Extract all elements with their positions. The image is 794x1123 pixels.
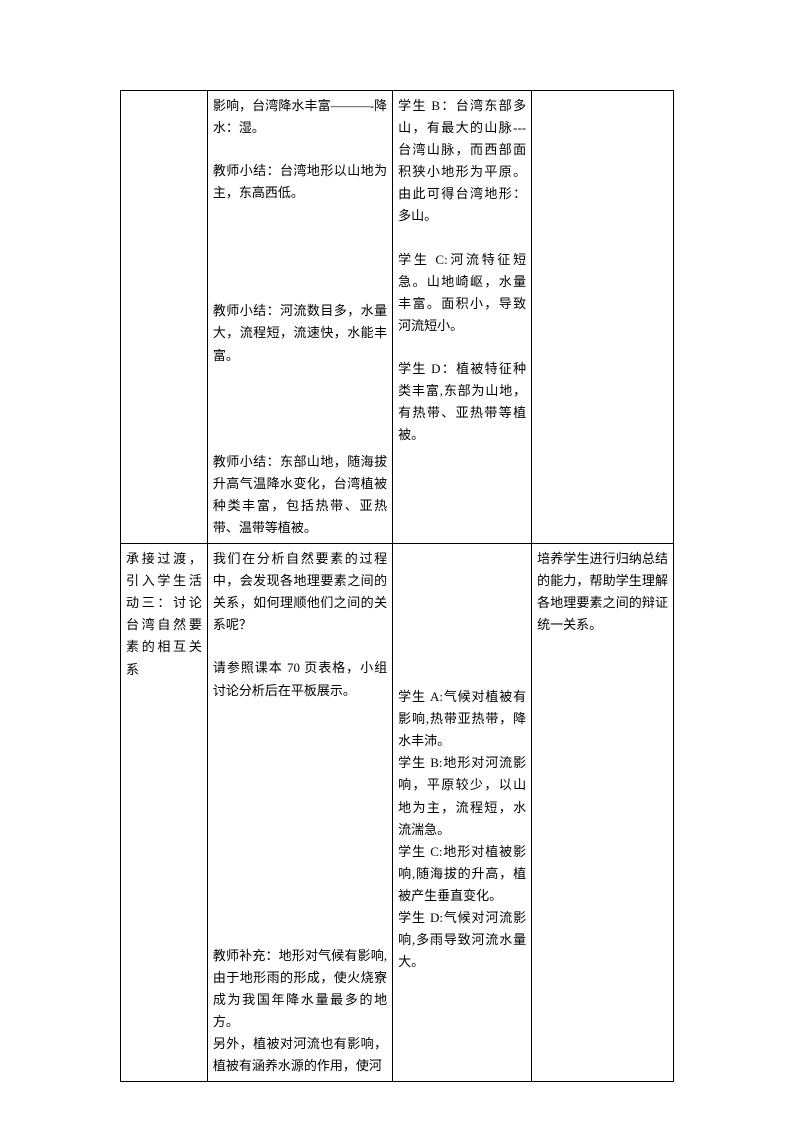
table-row: 影响，台湾降水丰富———-降水：湿。 教师小结：台湾地形以山地为主，东高西低。 … [121, 91, 674, 544]
stage-cell [121, 91, 208, 544]
paragraph: 另外，植被对河流也有影响，植被有涵养水源的作用，使河 [213, 1033, 387, 1077]
paragraph: 我们在分析自然要素的过程中，会发现各地理要素之间的关系，如何理顺他们之间的关系呢… [213, 548, 387, 636]
paragraph: 教师小结：河流数目多，水量大，流程短，流速快，水能丰富。 [213, 300, 387, 366]
table-row: 承接过渡，引入学生活动三：讨论台湾自然要素的相互关系 我们在分析自然要素的过程中… [121, 544, 674, 1082]
paragraph: 教师小结：东部山地，随海拔升高气温降水变化，台湾植被种类丰富，包括热带、亚热带、… [213, 451, 387, 539]
paragraph: 教师小结：台湾地形以山地为主，东高西低。 [213, 160, 387, 204]
paragraph: 请参照课本 70 页表格，小组讨论分析后在平板展示。 [213, 657, 387, 701]
lesson-plan-table: 影响，台湾降水丰富———-降水：湿。 教师小结：台湾地形以山地为主，东高西低。 … [120, 90, 674, 1082]
paragraph: 学生 B:地形对河流影响，平原较少，以山地为主，流程短，水流湍急。 [398, 752, 526, 840]
purpose-cell: 培养学生进行归纳总结的能力，帮助学生理解各地理要素之间的辩证统一关系。 [532, 544, 674, 1082]
paragraph: 学生 D：植被特征种类丰富,东部为山地，有热带、亚热带等植被。 [398, 358, 526, 446]
paragraph: 影响，台湾降水丰富———-降水：湿。 [213, 95, 387, 139]
teacher-activity-cell: 我们在分析自然要素的过程中，会发现各地理要素之间的关系，如何理顺他们之间的关系呢… [207, 544, 392, 1082]
paragraph: 学生 A:气候对植被有影响,热带亚热带，降水丰沛。 [398, 686, 526, 752]
student-activity-cell: 学生 B：台湾东部多山，有最大的山脉---台湾山脉，而西部面积狭小地形为平原。由… [393, 91, 532, 544]
paragraph: 学生 B：台湾东部多山，有最大的山脉---台湾山脉，而西部面积狭小地形为平原。由… [398, 95, 526, 228]
paragraph: 学生 C:地形对植被影响,随海拔的升高，植被产生垂直变化。 [398, 841, 526, 907]
paragraph: 学生 C:河流特征短急。山地崎岖，水量丰富。面积小，导致河流短小。 [398, 249, 526, 337]
paragraph: 学生 D:气候对河流影响,多雨导致河流水量大。 [398, 907, 526, 973]
paragraph: 培养学生进行归纳总结的能力，帮助学生理解各地理要素之间的辩证统一关系。 [537, 548, 668, 636]
paragraph: 承接过渡，引入学生活动三：讨论台湾自然要素的相互关系 [126, 548, 202, 681]
student-activity-cell: 学生 A:气候对植被有影响,热带亚热带，降水丰沛。 学生 B:地形对河流影响，平… [393, 544, 532, 1082]
paragraph: 教师补充：地形对气候有影响,由于地形雨的形成，使火烧寮成为我国年降水量最多的地方… [213, 945, 387, 1033]
stage-cell: 承接过渡，引入学生活动三：讨论台湾自然要素的相互关系 [121, 544, 208, 1082]
purpose-cell [532, 91, 674, 544]
teacher-activity-cell: 影响，台湾降水丰富———-降水：湿。 教师小结：台湾地形以山地为主，东高西低。 … [207, 91, 392, 544]
